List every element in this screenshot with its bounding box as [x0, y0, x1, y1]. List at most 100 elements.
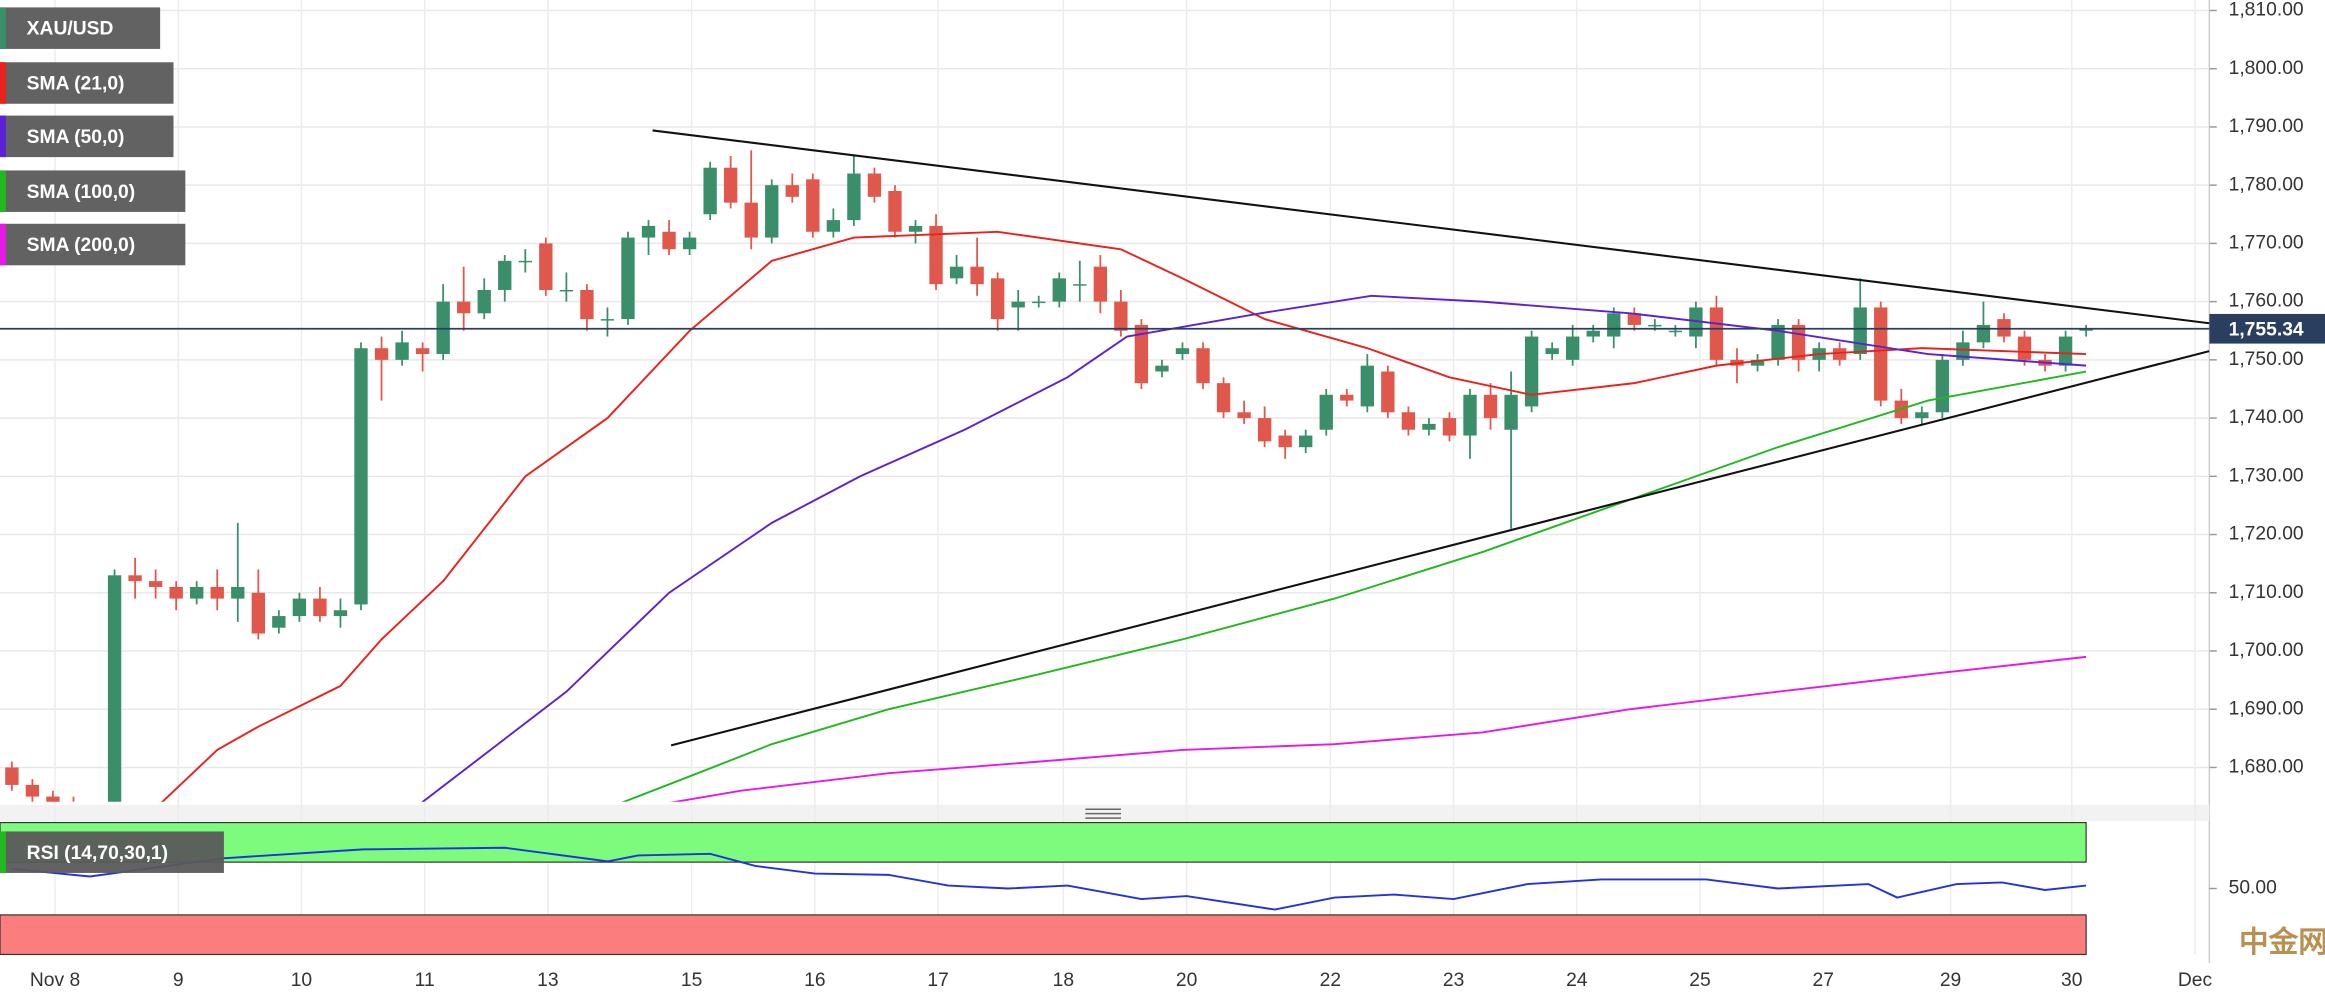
candle-body [1976, 324, 1991, 343]
candle-body [785, 185, 799, 197]
candle-body [128, 575, 142, 582]
legend-box[interactable] [0, 170, 186, 212]
y-tick-label: 1,780.00 [2229, 174, 2304, 195]
candle-body [457, 301, 471, 314]
candle-body [1237, 412, 1251, 419]
x-tick-label: 24 [1566, 970, 1588, 991]
candle-body [1668, 330, 1683, 333]
candle-body [1791, 324, 1806, 360]
candle-body [1771, 324, 1785, 360]
candle-body [354, 348, 368, 605]
rsi-line [11, 846, 2087, 911]
candle-body [5, 767, 19, 785]
candle-body [2058, 336, 2073, 366]
candle-body [949, 266, 964, 279]
candle-body [1134, 324, 1149, 384]
candle-body [990, 278, 1005, 320]
candle-body [333, 610, 348, 617]
y-tick-label: 1,730.00 [2229, 465, 2304, 486]
overbought-band [0, 821, 2087, 863]
candle-body [847, 173, 861, 221]
candle-body [2017, 336, 2032, 360]
x-tick-label: 18 [1053, 970, 1074, 991]
candle-body [1483, 394, 1498, 419]
legend-box[interactable] [0, 115, 174, 158]
candle-body [272, 616, 286, 628]
x-tick-label: 10 [291, 970, 312, 991]
candle-body [231, 586, 245, 599]
candle-body [210, 586, 224, 599]
trendline [670, 350, 2210, 747]
legend-label: RSI (14,70,30,1) [27, 843, 168, 864]
x-tick-label: 9 [173, 970, 184, 991]
candle-body [1073, 284, 1087, 286]
y-tick-label: 1,720.00 [2229, 524, 2304, 545]
candle-body [2079, 328, 2093, 331]
candle-body [251, 592, 265, 634]
candle-body [1196, 348, 1210, 384]
candle-body [826, 220, 841, 232]
candle-body [662, 231, 676, 250]
legend-label: XAU/USD [27, 19, 114, 40]
candle-body [1155, 365, 1169, 372]
legend-swatch [0, 7, 6, 49]
sma-line [669, 655, 2087, 802]
y-tick-label: 1,740.00 [2229, 407, 2304, 428]
candle-body [1935, 359, 1950, 413]
legend-box[interactable] [0, 831, 224, 873]
sma-line [421, 294, 2087, 802]
candle-body [107, 575, 122, 802]
candle-body [806, 179, 820, 232]
candle-body [190, 586, 204, 599]
candle-body [1627, 313, 1641, 325]
candle-body [539, 243, 553, 290]
legend-label: SMA (100,0) [27, 182, 136, 203]
x-tick-label: 27 [1813, 970, 1834, 991]
x-tick-label: 20 [1176, 970, 1197, 991]
candle-body [1381, 371, 1395, 413]
candle-body [1278, 435, 1292, 448]
candle-body [1011, 301, 1025, 308]
candle-body [1093, 266, 1108, 302]
legend-box[interactable] [0, 62, 174, 104]
candle-body [1299, 435, 1313, 448]
y-tick-label: 50.00 [2229, 878, 2277, 899]
candle-body [415, 348, 430, 355]
legend-box[interactable] [0, 7, 161, 49]
candle-body [682, 237, 697, 250]
candle-body [908, 225, 923, 232]
trendline [652, 129, 2210, 325]
legend-label: SMA (200,0) [27, 235, 136, 256]
legend-box[interactable] [0, 223, 186, 266]
candle-body [1915, 412, 1929, 419]
candle-body [580, 289, 594, 320]
x-tick-label: 22 [1320, 970, 1341, 991]
candle-body [46, 796, 60, 802]
candle-body [1607, 313, 1621, 337]
price-tag [2209, 313, 2325, 344]
x-tick-label: Dec [2178, 970, 2213, 991]
y-tick-label: 1,810.00 [2229, 0, 2304, 21]
candle-body [1032, 301, 1046, 304]
y-tick-label: 1,760.00 [2229, 291, 2304, 312]
candle-body [518, 260, 532, 263]
x-tick-label: 13 [537, 970, 558, 991]
x-tick-label: 30 [2061, 970, 2082, 991]
x-tick-label: 23 [1443, 970, 1464, 991]
candle-body [888, 190, 902, 232]
candle-body [1853, 307, 1867, 355]
candle-body [1545, 348, 1559, 355]
y-tick-label: 1,800.00 [2229, 58, 2304, 79]
y-tick-label: 1,710.00 [2229, 582, 2304, 603]
candle-body [477, 289, 491, 314]
candle-body [1463, 394, 1477, 436]
candle-body [1114, 301, 1128, 331]
legend-label: SMA (50,0) [27, 127, 125, 148]
candle-body [1257, 418, 1272, 442]
candle-body [169, 586, 183, 599]
candle-body [641, 225, 656, 238]
candle-body [1175, 348, 1190, 355]
candle-body [1586, 330, 1600, 337]
